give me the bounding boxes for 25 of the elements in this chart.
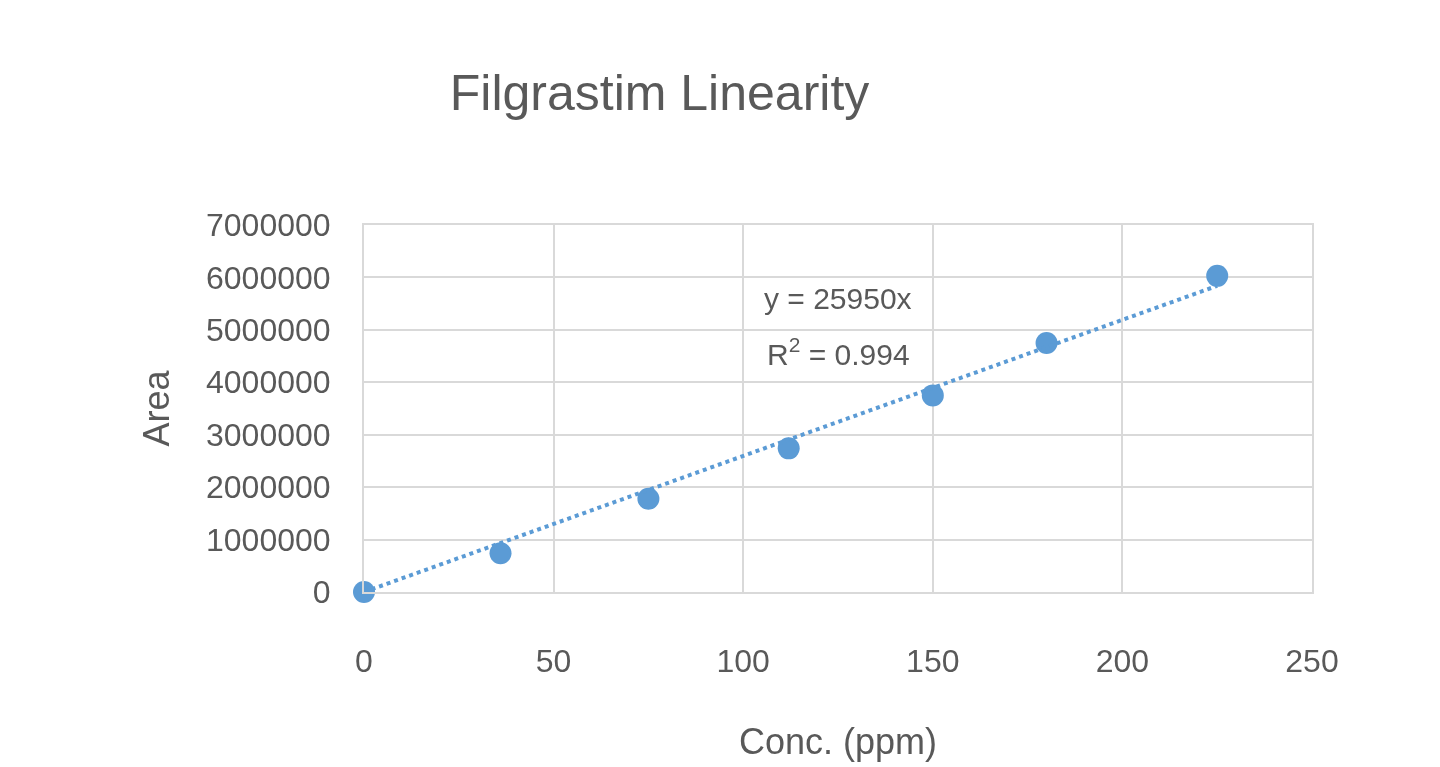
y-axis-title: Area [136,369,178,447]
x-axis-title: Conc. (ppm) [738,720,938,762]
x-tick-label: 0 [355,643,373,680]
y-tick-label: 0 [312,574,331,611]
y-tick-label: 7000000 [206,207,331,244]
point [1035,331,1058,354]
y-tick-label: 5000000 [206,312,331,349]
x-tick-label: 150 [906,643,960,680]
x-tick-label: 200 [1095,643,1150,680]
y-tick-label: 6000000 [206,259,331,296]
point [921,384,944,407]
x-tick-label: 50 [535,643,572,680]
point [1206,264,1229,287]
x-tick-label: 100 [716,643,770,680]
y-tick-label: 4000000 [206,364,331,401]
x-tick-label: 250 [1285,643,1339,680]
point [637,487,660,510]
annotation: R$^{2}$ = 0.994 [767,333,910,371]
point [777,437,800,460]
y-tick-label: 1000000 [206,521,331,558]
y-tick-label: 2000000 [206,469,331,506]
y-tick-label: 3000000 [206,416,331,453]
chart-title: Filgrastim Linearity [449,64,870,121]
annotation: y = 25950x [764,282,912,315]
point [489,542,512,565]
